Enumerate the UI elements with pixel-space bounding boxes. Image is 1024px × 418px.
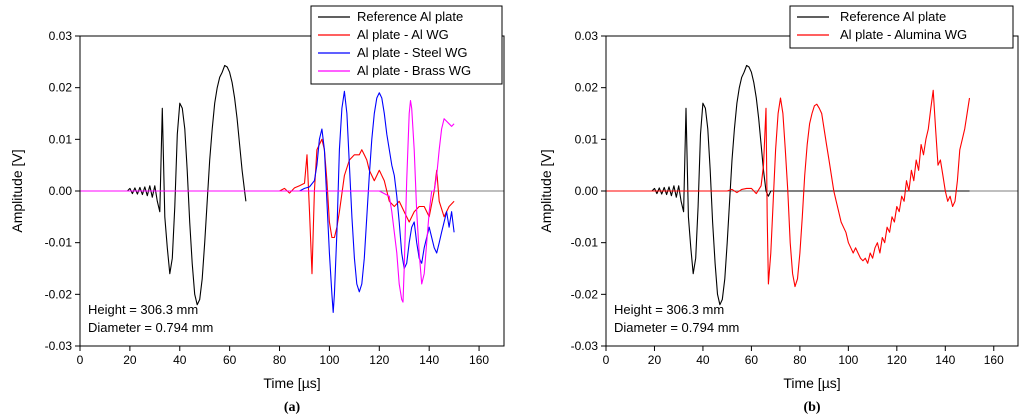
annotation-diameter-b: Diameter = 0.794 mm (614, 320, 739, 335)
legend-a: Reference Al plate Al plate - Al WG Al p… (310, 5, 503, 85)
legend-label-steel-wg-a: Al plate - Steel WG (357, 45, 468, 60)
y-tick-label: 0.01 (49, 132, 73, 146)
y-tick-label: 0.03 (575, 29, 599, 43)
y-axis-title-b: Amplitude [V] (538, 149, 554, 232)
x-tick-label: 0 (603, 353, 610, 367)
plot-series-a (80, 64, 504, 313)
x-tick-label: 160 (984, 353, 1004, 367)
y-tick-label: -0.01 (45, 236, 73, 250)
x-tick-label: 100 (838, 353, 858, 367)
panel-label-a: (a) (284, 400, 301, 415)
y-tick-label: -0.02 (45, 287, 73, 301)
x-tick-label: 40 (173, 353, 187, 367)
legend-label-brass-wg-a: Al plate - Brass WG (357, 63, 471, 78)
y-tick-label: 0.02 (575, 81, 599, 95)
annotation-height-b: Height = 306.3 mm (614, 302, 724, 317)
x-tick-label: 20 (123, 353, 137, 367)
y-tick-label: 0.03 (49, 29, 73, 43)
x-tick-label: 80 (273, 353, 287, 367)
y-tick-label: -0.02 (571, 287, 599, 301)
y-tick-label: 0.00 (575, 184, 599, 198)
x-tick-label: 40 (696, 353, 710, 367)
y-tick-label: -0.03 (571, 339, 599, 353)
x-tick-label: 120 (887, 353, 907, 367)
x-tick-label: 140 (935, 353, 955, 367)
y-tick-label: -0.03 (45, 339, 73, 353)
legend-label-reference-a: Reference Al plate (357, 9, 463, 24)
series-line-al-plate-alumina-wg (606, 89, 971, 288)
legend-box-b (789, 5, 1014, 49)
x-axis-title-b: Time [µs] (783, 375, 840, 391)
axis-ticks-b: 0 20 40 60 80 100 120 140 160 0.03 0.02 0.01 0.00 -0.… (571, 29, 1004, 367)
x-tick-label: 140 (419, 353, 439, 367)
legend-label-al-wg-a: Al plate - Al WG (357, 27, 449, 42)
plot-frame-a (79, 35, 505, 347)
x-tick-label: 100 (319, 353, 339, 367)
series-line-al-plate-brass-wg (80, 100, 455, 303)
series-line-al-plate-al-wg (80, 138, 455, 275)
legend-label-alumina-wg-b: Al plate - Alumina WG (840, 27, 967, 42)
x-tick-label: 60 (223, 353, 237, 367)
x-axis-title-a: Time [µs] (263, 375, 320, 391)
x-tick-label: 160 (469, 353, 489, 367)
y-axis-title-a: Amplitude [V] (9, 149, 25, 232)
legend-label-reference-b: Reference Al plate (840, 9, 946, 24)
x-tick-label: 80 (793, 353, 807, 367)
y-tick-label: -0.01 (571, 236, 599, 250)
chart-panel-a: 0 20 40 60 80 100 120 140 160 0.03 0.02 0.01 0.00 -0.… (9, 5, 505, 415)
x-tick-label: 120 (369, 353, 389, 367)
y-tick-label: 0.00 (49, 184, 73, 198)
chart-panel-b: 0 20 40 60 80 100 120 140 160 0.03 0.02 0.01 0.00 -0.… (538, 5, 1019, 415)
x-tick-label: 60 (745, 353, 759, 367)
annotation-diameter-a: Diameter = 0.794 mm (88, 320, 213, 335)
x-tick-label: 0 (77, 353, 84, 367)
series-line-reference-al-plate (80, 64, 247, 306)
y-tick-label: 0.01 (575, 132, 599, 146)
y-tick-label: 0.02 (49, 81, 73, 95)
panel-label-b: (b) (803, 400, 820, 415)
x-tick-label: 20 (648, 353, 662, 367)
legend-b: Reference Al plate Al plate - Alumina WG (789, 5, 1014, 49)
axis-ticks-a: 0 20 40 60 80 100 120 140 160 0.03 0.02 0.01 0.00 -0.… (45, 29, 490, 367)
annotation-height-a: Height = 306.3 mm (88, 302, 198, 317)
series-line-al-plate-steel-wg (80, 90, 455, 313)
plot-series-b (606, 64, 1018, 306)
